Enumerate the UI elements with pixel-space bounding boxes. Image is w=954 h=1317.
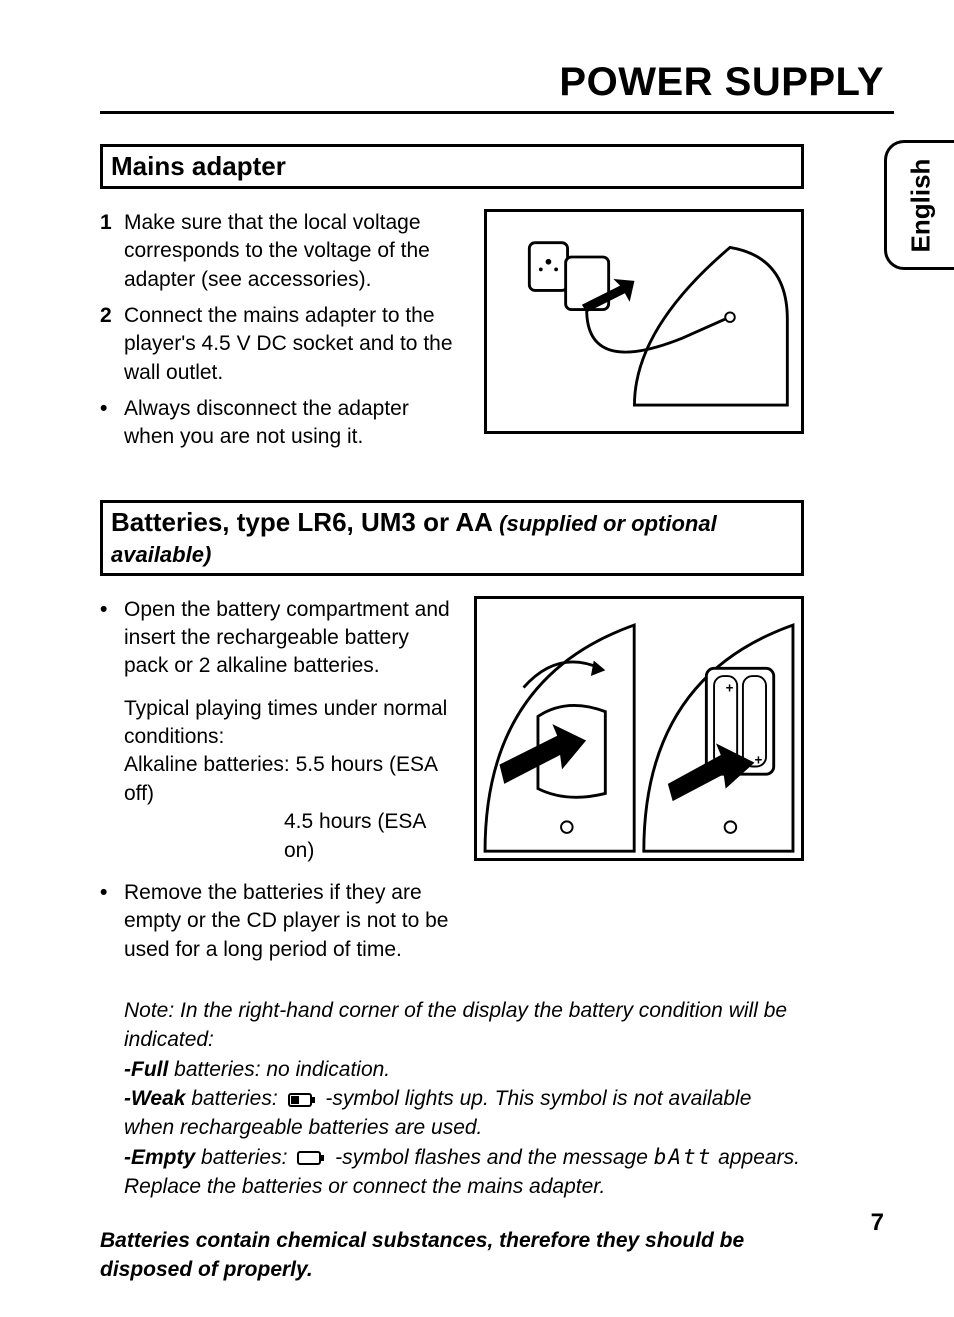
disposal-warning: Batteries contain chemical substances, t… [100, 1226, 804, 1285]
section2-bullet1: Open the battery compartment and insert … [100, 596, 454, 681]
battery-note: Note: In the right-hand corner of the di… [100, 996, 804, 1202]
figure-battery-compartment: + + [474, 596, 804, 861]
svg-text:+: + [754, 752, 762, 767]
manual-page: POWER SUPPLY English Mains adapter 1Make… [0, 0, 954, 1317]
language-label: English [905, 158, 936, 252]
playing-times: Typical playing times under normal condi… [124, 695, 454, 865]
battery-weak-icon [288, 1093, 316, 1107]
page-number: 7 [871, 1209, 884, 1237]
battery-empty-icon [297, 1151, 325, 1165]
battery-illustration-icon: + + [479, 601, 799, 856]
section1-row: 1Make sure that the local voltage corres… [100, 209, 804, 460]
step-1: 1Make sure that the local voltage corres… [100, 209, 464, 294]
figure-mains-adapter [484, 209, 804, 434]
adapter-illustration-icon [489, 214, 799, 429]
note-full: -Full batteries: no indication. [124, 1055, 804, 1084]
page-title: POWER SUPPLY [100, 60, 894, 105]
section1-bullet: Always disconnect the adapter when you a… [100, 395, 464, 452]
note-weak: -Weak batteries: -symbol lights up. This… [124, 1084, 804, 1143]
step-2: 2Connect the mains adapter to the player… [100, 302, 464, 387]
section2: Batteries, type LR6, UM3 or AA (supplied… [100, 500, 804, 1285]
content-area: Mains adapter 1Make sure that the local … [100, 144, 894, 1284]
title-rule [100, 111, 894, 114]
section2-text: Open the battery compartment and insert … [100, 596, 454, 972]
section2-bullet2: Remove the batteries if they are empty o… [100, 879, 454, 964]
section1-text: 1Make sure that the local voltage corres… [100, 209, 464, 460]
section-heading-mains: Mains adapter [100, 144, 804, 189]
svg-text:+: + [726, 680, 734, 695]
language-tab: English [884, 140, 954, 270]
note-empty: -Empty batteries: -symbol flashes and th… [124, 1143, 804, 1202]
section2-row: Open the battery compartment and insert … [100, 596, 804, 972]
section-heading-batteries: Batteries, type LR6, UM3 or AA (supplied… [100, 500, 804, 576]
